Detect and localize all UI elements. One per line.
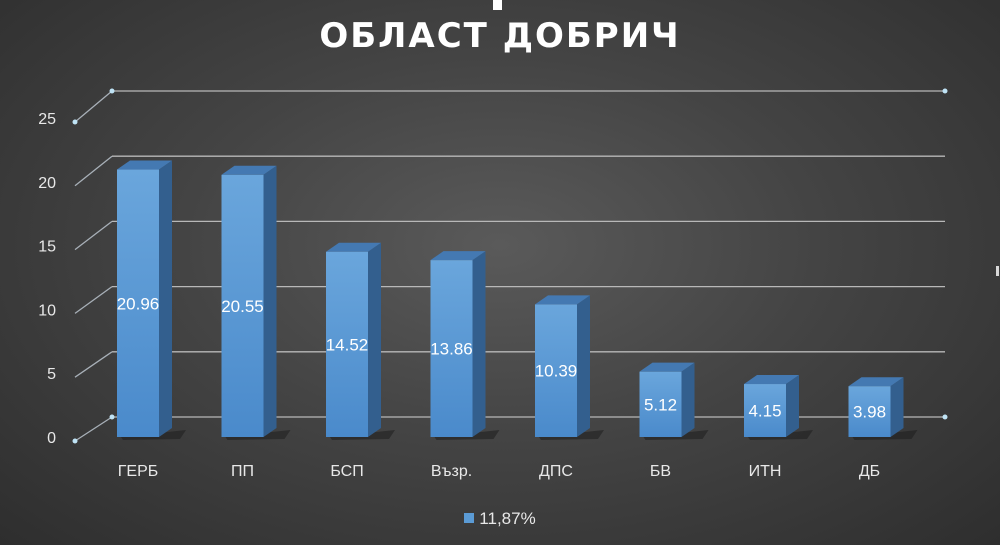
gridline-side <box>74 220 113 251</box>
data-label: 10.39 <box>535 362 578 381</box>
gridline-side <box>74 416 113 442</box>
data-label: 4.15 <box>748 402 781 421</box>
bar-top <box>744 375 799 385</box>
bar-front <box>744 384 786 437</box>
bar-front <box>221 174 264 438</box>
bar-side <box>472 251 486 437</box>
y-tick-label: 25 <box>38 111 56 128</box>
bar-top <box>848 377 904 387</box>
edge-marker <box>996 266 999 276</box>
gridline-marker <box>109 88 115 94</box>
data-label: 13.86 <box>430 340 473 359</box>
gridline-side <box>74 90 113 123</box>
x-tick-label: ДБ <box>859 463 880 480</box>
bar-top <box>639 362 695 372</box>
bar-front <box>535 304 577 437</box>
bar-side <box>263 165 277 438</box>
x-tick-label: БСП <box>330 463 363 480</box>
bar-front <box>430 260 473 437</box>
y-axis-ticks: 0 5 10 15 20 25 <box>38 111 56 447</box>
bar: 20.55 <box>221 165 291 440</box>
gridline-side <box>74 286 113 314</box>
bar-front <box>848 386 891 437</box>
y-tick-label: 0 <box>47 430 56 447</box>
bars: 20.96 20.55 14.52 13.86 10.39 5.12 4.15 3.98 <box>117 160 918 440</box>
bar: 10.39 <box>535 295 604 440</box>
data-label: 20.96 <box>117 294 160 313</box>
gridline-marker <box>72 119 78 125</box>
legend-label: 11,87% <box>479 509 536 528</box>
y-tick-label: 10 <box>38 302 56 319</box>
y-tick-label: 5 <box>47 366 56 383</box>
bar: 3.98 <box>848 377 918 440</box>
bar-front <box>326 251 368 437</box>
gridline-side <box>74 351 113 378</box>
legend: 11,87% <box>0 509 1000 529</box>
data-label: 3.98 <box>853 403 886 422</box>
bar-top <box>430 251 486 261</box>
x-tick-label: Възр. <box>431 463 472 480</box>
bar: 20.96 <box>117 160 186 440</box>
gridline-side <box>74 155 113 187</box>
data-label: 20.55 <box>221 297 264 316</box>
bar: 4.15 <box>744 375 813 440</box>
bar-side <box>577 295 590 437</box>
bar-top <box>221 165 277 175</box>
bar: 5.12 <box>639 362 709 440</box>
title-accent-mark <box>493 0 502 10</box>
bar-top <box>117 160 172 170</box>
data-label: 14.52 <box>326 335 369 354</box>
gridline-marker <box>942 414 948 420</box>
x-axis-ticks: ГЕРБ ПП БСП Възр. ДПС БВ ИТН ДБ <box>118 463 880 480</box>
gridline-marker <box>72 438 78 444</box>
x-tick-label: БВ <box>650 463 671 480</box>
gridlines <box>72 88 948 444</box>
bar-side <box>368 242 381 437</box>
x-tick-label: ИТН <box>749 463 782 480</box>
chart-title: ОБЛАСТ ДОБРИЧ <box>319 16 681 56</box>
x-tick-label: ПП <box>231 463 254 480</box>
bar-side <box>681 362 695 437</box>
bar: 14.52 <box>326 242 395 440</box>
bar-side <box>786 375 799 437</box>
x-tick-label: ГЕРБ <box>118 463 159 480</box>
bar-side <box>890 377 904 437</box>
bar-side <box>159 160 172 437</box>
y-tick-label: 20 <box>38 175 56 192</box>
bar: 13.86 <box>430 251 500 440</box>
legend-swatch <box>464 513 475 523</box>
bar-front <box>639 371 682 437</box>
bar-top <box>535 295 590 305</box>
bar-front <box>117 169 159 437</box>
bar-top <box>326 242 381 252</box>
gridline-marker <box>109 414 115 420</box>
gridline-marker <box>942 88 948 94</box>
y-tick-label: 15 <box>38 239 56 256</box>
x-tick-label: ДПС <box>539 463 573 480</box>
data-label: 5.12 <box>644 395 677 414</box>
